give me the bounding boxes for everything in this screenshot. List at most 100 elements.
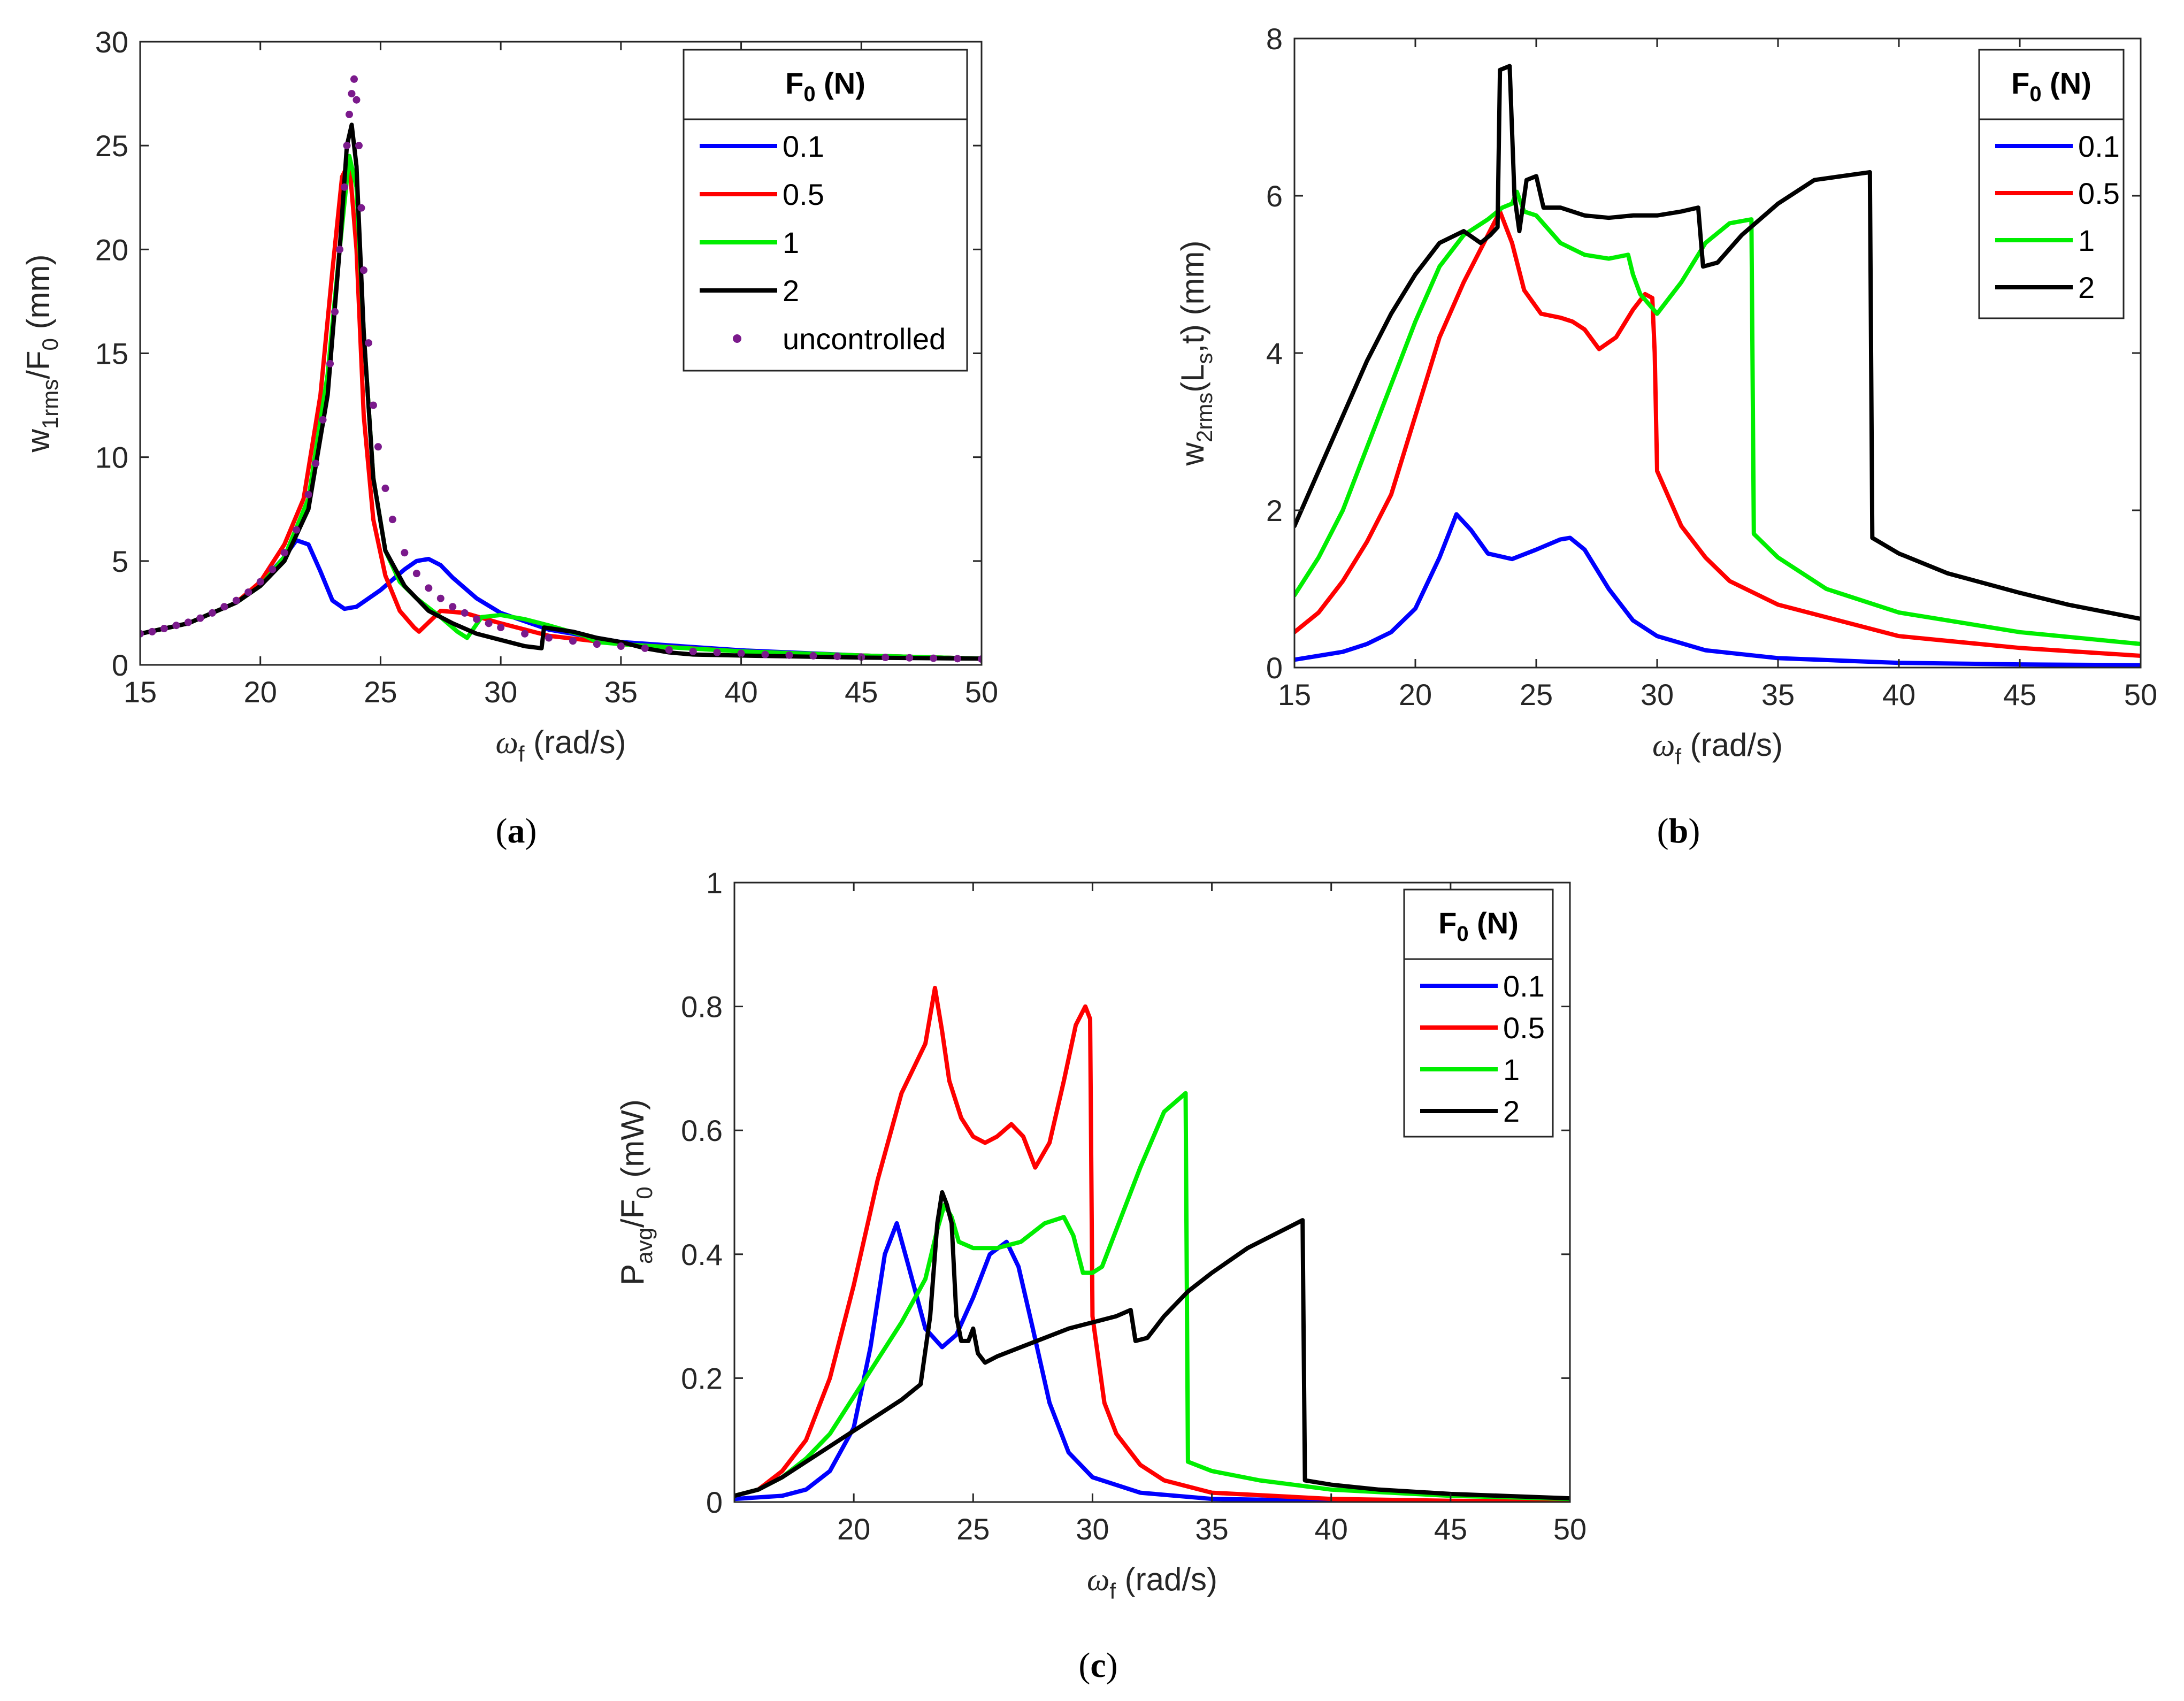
x-tick-label: 40 — [1882, 678, 1915, 711]
data-point — [461, 609, 469, 617]
panel-label: (b) — [1657, 811, 1700, 851]
data-point — [326, 359, 334, 367]
x-tick-label: 50 — [2124, 678, 2157, 711]
legend-title: F0 (N) — [785, 66, 865, 106]
data-point — [208, 609, 216, 617]
panel-label: (a) — [496, 811, 537, 851]
legend-label: 0.1 — [783, 129, 824, 163]
data-point — [641, 644, 649, 652]
data-point — [232, 596, 240, 604]
data-point — [665, 646, 673, 654]
series-line-0-1 — [1294, 512, 2141, 668]
x-axis-label: ωf (rad/s) — [1087, 1561, 1217, 1604]
data-point — [336, 246, 344, 254]
data-point — [906, 654, 914, 662]
legend-box — [683, 49, 968, 372]
x-tick-label: 50 — [965, 675, 998, 709]
legend-item: 1 — [1995, 224, 2095, 257]
legend-label: 1 — [783, 226, 799, 259]
y-tick-label: 0.6 — [681, 1114, 723, 1147]
data-point — [689, 647, 697, 655]
data-point — [713, 648, 721, 656]
data-point — [160, 625, 168, 633]
data-point — [312, 459, 320, 468]
y-tick-label: 8 — [1266, 22, 1283, 56]
data-point — [425, 584, 433, 592]
data-point — [497, 624, 505, 632]
x-tick-label: 30 — [484, 675, 517, 709]
legend: F0 (N) 0.1 0.5 1 2 — [1403, 888, 1554, 1138]
data-point — [882, 654, 890, 662]
axes-box — [733, 882, 1571, 1503]
x-tick-label: 30 — [1641, 678, 1674, 711]
data-point — [785, 651, 793, 659]
data-point — [341, 183, 349, 191]
data-point — [331, 308, 339, 316]
legend-label: 2 — [2078, 271, 2095, 304]
legend-label: 0.1 — [2078, 129, 2120, 163]
data-point — [930, 654, 938, 662]
data-point — [359, 266, 367, 274]
y-tick-label: 5 — [112, 545, 128, 578]
x-tick-label: 45 — [845, 675, 878, 709]
x-tick-label: 30 — [1076, 1512, 1109, 1546]
y-tick-label: 6 — [1266, 179, 1283, 213]
legend: F0 (N) 0.1 0.5 1 2 — [1978, 49, 2125, 319]
data-point — [269, 565, 277, 573]
series-line-2 — [1294, 64, 2141, 621]
data-point — [280, 549, 288, 557]
chart-panel-b: 15 20 25 30 35 40 45 50 0 2 4 6 8 ωf (rad/s) w2rms(Ls,… — [1175, 22, 2157, 851]
data-point — [473, 615, 481, 623]
x-tick-label: 20 — [837, 1512, 870, 1546]
y-tick-label: 0.8 — [681, 990, 723, 1024]
data-point — [369, 401, 377, 409]
series-line-0-5 — [1294, 209, 2141, 658]
data-point — [381, 484, 389, 492]
y-axis-label: w1rms/F0 (mm) — [20, 255, 63, 453]
data-point — [436, 594, 445, 602]
y-axis-label: w2rms(Ls,t) (mm) — [1175, 241, 1217, 466]
legend-label: uncontrolled — [783, 322, 946, 356]
data-point — [304, 491, 312, 499]
data-point — [388, 516, 396, 524]
data-point — [140, 630, 144, 638]
series-line-1 — [734, 1091, 1570, 1501]
y-tick-label: 10 — [95, 441, 128, 474]
data-point — [364, 339, 372, 347]
x-tick-label: 25 — [956, 1512, 990, 1546]
data-point — [293, 526, 301, 534]
legend-item: 2 — [1420, 1094, 1520, 1128]
y-tick-label: 20 — [95, 233, 128, 266]
legend-label: 0.5 — [1503, 1011, 1545, 1045]
legend-label: 1 — [1503, 1053, 1520, 1086]
y-tick-label: 25 — [95, 129, 128, 163]
data-point — [346, 110, 354, 118]
x-tick-label: 40 — [724, 675, 757, 709]
legend-title: F0 (N) — [1438, 906, 1519, 946]
data-point — [184, 618, 192, 626]
data-point — [833, 653, 841, 661]
legend-item: uncontrolled — [733, 322, 946, 356]
legend-marker — [733, 334, 741, 343]
x-tick-label: 15 — [124, 675, 157, 709]
x-axis-label: ωf (rad/s) — [1652, 727, 1783, 769]
data-point — [350, 75, 358, 83]
legend-label: 0.5 — [783, 178, 824, 211]
data-point — [545, 634, 553, 642]
x-tick-label: 40 — [1315, 1512, 1348, 1546]
data-point — [348, 90, 356, 98]
legend-item: 0.5 — [700, 178, 824, 211]
y-tick-label: 0.2 — [681, 1361, 723, 1395]
x-tick-label: 20 — [1399, 678, 1432, 711]
legend-item: 0.1 — [1420, 969, 1545, 1003]
legend-label: 2 — [1503, 1094, 1520, 1128]
x-tick-label: 20 — [244, 675, 277, 709]
series-uncontrolled — [140, 75, 982, 663]
chart-panel-c: 20 25 30 35 40 45 50 0 0.2 0.4 0.6 0.8 1 ωf (rad/s) Pa… — [615, 866, 1587, 1685]
data-point — [485, 619, 493, 627]
data-point — [148, 627, 156, 635]
x-tick-label: 45 — [2003, 678, 2036, 711]
data-point — [355, 142, 363, 150]
x-tick-label: 50 — [1553, 1512, 1587, 1546]
y-axis-label: Pavg/F0 (mW) — [615, 1099, 657, 1285]
